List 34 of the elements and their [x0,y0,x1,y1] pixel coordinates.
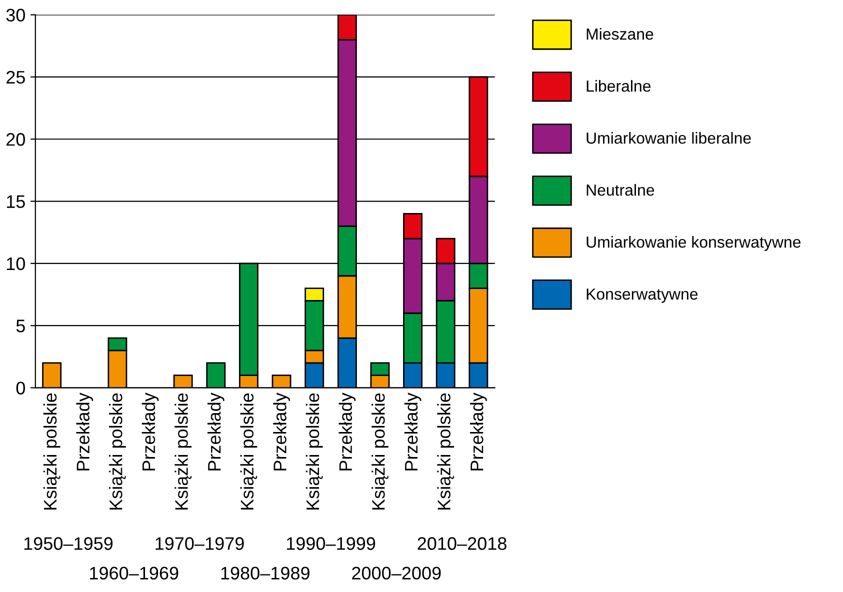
x-tick-label: Książki polskie [437,393,454,510]
text: 1960–1969 [90,566,178,580]
y-tick-label: 0 [16,382,25,394]
x-tick-label: Książki polskie [174,393,192,510]
x-tick-label: Książki polskie [43,393,60,510]
y-tick-label: 20 [6,133,25,146]
text: 1970–1979 [156,537,244,550]
y-tick-label: 30 [6,8,25,22]
x-tick-label: Przekłady [273,392,290,470]
legend-label: Konserwatywne [586,288,698,303]
y-tick-label: 10 [6,257,25,270]
y-tick-label: 25 [6,70,25,84]
legend-label: Neutralne [586,184,654,196]
x-tick-label: Przekłady [470,392,487,470]
legend-label: Liberalne [586,80,651,92]
y-tick-label: 15 [6,195,25,208]
text: 1950–1959 [24,537,113,550]
legend-label: Umiarkowanie konserwatywne [586,236,801,251]
x-tick-label: Książki polskie [240,393,258,510]
x-tick-label: Książki polskie [372,393,388,510]
x-tick-label: Przekłady [207,392,224,470]
legend-label: Mieszane [586,28,654,40]
text: 2000–2009 [352,566,441,580]
text: 2010–2018 [418,537,506,550]
text: 1990–1999 [286,537,376,550]
x-tick-label: Książki polskie [306,393,323,510]
x-tick-label: Przekłady [142,392,159,470]
x-tick-label: Książki polskie [109,393,126,510]
y-tick-label: 5 [16,320,25,332]
x-tick-label: Przekłady [404,392,422,470]
x-tick-label: Przekłady [338,392,356,470]
legend-label: Umiarkowanie liberalne [586,132,751,144]
text: 1980–1989 [221,566,310,580]
x-tick-label: Przekłady [76,392,94,470]
